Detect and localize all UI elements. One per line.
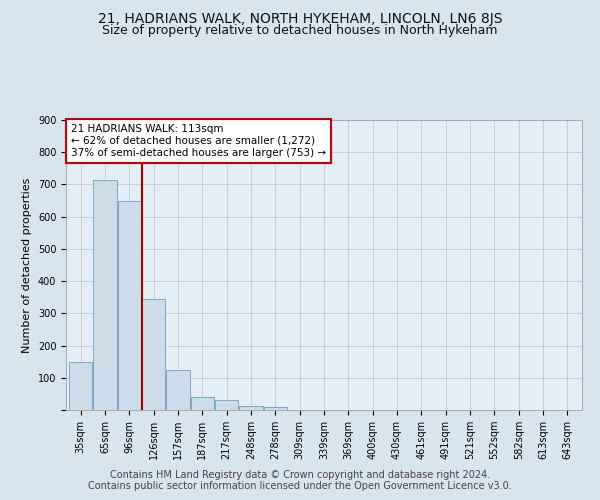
Y-axis label: Number of detached properties: Number of detached properties <box>22 178 32 352</box>
Bar <box>166 370 190 410</box>
Text: Contains public sector information licensed under the Open Government Licence v3: Contains public sector information licen… <box>88 481 512 491</box>
Bar <box>191 397 214 410</box>
Bar <box>94 180 116 410</box>
Bar <box>118 200 141 410</box>
Text: Size of property relative to detached houses in North Hykeham: Size of property relative to detached ho… <box>102 24 498 37</box>
Bar <box>215 400 238 410</box>
Text: 21, HADRIANS WALK, NORTH HYKEHAM, LINCOLN, LN6 8JS: 21, HADRIANS WALK, NORTH HYKEHAM, LINCOL… <box>98 12 502 26</box>
Bar <box>264 408 287 410</box>
Text: Contains HM Land Registry data © Crown copyright and database right 2024.: Contains HM Land Registry data © Crown c… <box>110 470 490 480</box>
Bar <box>142 299 165 410</box>
Bar <box>69 362 92 410</box>
Text: 21 HADRIANS WALK: 113sqm
← 62% of detached houses are smaller (1,272)
37% of sem: 21 HADRIANS WALK: 113sqm ← 62% of detach… <box>71 124 326 158</box>
Bar <box>239 406 263 410</box>
